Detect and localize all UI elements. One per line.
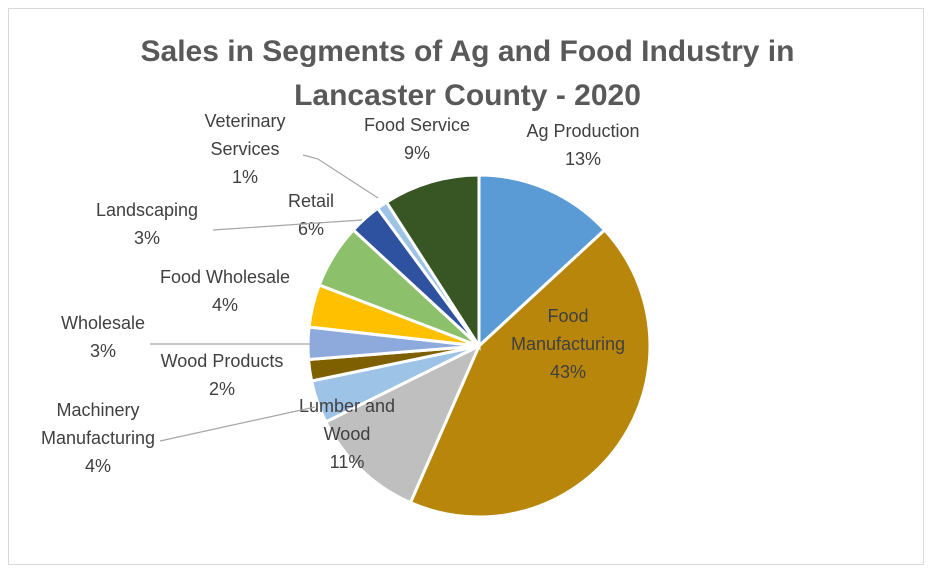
data-label-line: Manufacturing xyxy=(511,334,625,354)
data-label-line: Veterinary xyxy=(204,111,285,131)
chart-title-line-2: Lancaster County - 2020 xyxy=(294,79,641,112)
data-label-wood-products: Wood Products 2% xyxy=(161,351,284,399)
data-label-line: 9% xyxy=(404,143,430,163)
data-label-line: Lumber and xyxy=(299,396,395,416)
leader-line-machinery-manufacturing xyxy=(159,406,316,442)
data-label-lumber-and-wood: Lumber and Wood 11% xyxy=(299,396,395,472)
data-label-landscaping: Landscaping 3% xyxy=(96,200,198,248)
pie-slices xyxy=(306,173,652,519)
data-label-line: 1% xyxy=(232,167,258,187)
data-label-line: Landscaping xyxy=(96,200,198,220)
leader-line-veterinary-services xyxy=(302,154,379,199)
data-label-line: Machinery xyxy=(56,400,139,420)
data-label-wholesale: Wholesale 3% xyxy=(61,313,145,361)
data-label-line: 11% xyxy=(330,452,365,472)
data-label-line: Food xyxy=(547,306,588,326)
data-label-ag-production: Ag Production 13% xyxy=(526,121,639,169)
data-label-line: Services xyxy=(210,139,279,159)
data-label-line: 3% xyxy=(90,341,116,361)
data-label-retail: Retail 6% xyxy=(288,191,334,239)
data-label-line: 13% xyxy=(565,149,601,169)
data-label-veterinary-services: Veterinary Services 1% xyxy=(204,111,285,187)
data-label-line: Manufacturing xyxy=(41,428,155,448)
data-label-food-manufacturing: Food Manufacturing 43% xyxy=(511,306,625,382)
data-label-line: Retail xyxy=(288,191,334,211)
data-label-line: Wood Products xyxy=(161,351,284,371)
data-label-line: 6% xyxy=(298,219,324,239)
data-label-line: 3% xyxy=(134,228,160,248)
data-label-line: Ag Production xyxy=(526,121,639,141)
data-label-line: 4% xyxy=(85,456,111,476)
data-label-line: 4% xyxy=(212,295,238,315)
pie-slice-food-service xyxy=(384,173,481,352)
pie-slice-lumber-and-wood xyxy=(323,342,483,505)
data-label-line: Food Wholesale xyxy=(160,267,290,287)
data-label-line: Wood xyxy=(324,424,371,444)
data-label-line: 43% xyxy=(550,362,586,382)
data-label-food-service: Food Service 9% xyxy=(364,115,470,163)
chart-title-line-1: Sales in Segments of Ag and Food Industr… xyxy=(140,35,795,68)
data-label-food-wholesale: Food Wholesale 4% xyxy=(160,267,290,315)
data-label-machinery-manufacturing: Machinery Manufacturing 4% xyxy=(41,400,155,476)
data-label-line: Food Service xyxy=(364,115,470,135)
data-label-line: Wholesale xyxy=(61,313,145,333)
data-label-line: 2% xyxy=(209,379,235,399)
pie-slice-ag-production xyxy=(477,173,607,350)
pie-labels: Ag Production 13% Food Manufacturing 43% Lumb… xyxy=(41,111,640,476)
chart-title: Sales in Segments of Ag and Food Industr… xyxy=(0,30,935,118)
pie-slice-food-manufacturing xyxy=(408,227,652,519)
leader-line-landscaping xyxy=(212,219,363,231)
